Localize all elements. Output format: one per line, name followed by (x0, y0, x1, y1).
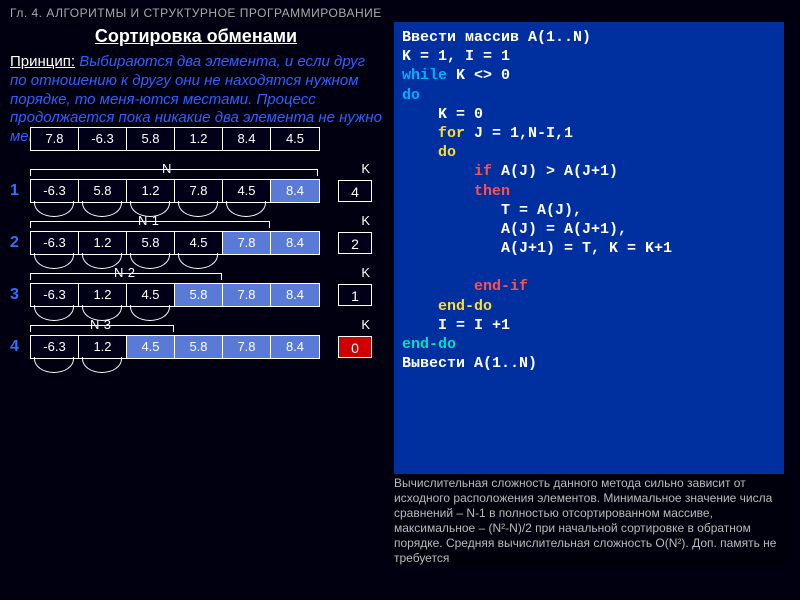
analysis-text: Вычислительная сложность данного метода … (392, 474, 792, 566)
n-label: N-2 (114, 265, 135, 280)
array-cell: 7.8 (175, 180, 223, 202)
code-line: if A(J) > A(J+1) (402, 162, 780, 181)
array-cell: 4.5 (175, 232, 223, 254)
array-cell: 8.4 (271, 336, 319, 358)
array-cell: 1.2 (79, 284, 127, 306)
right-column: Ввести массив A(1..N)K = 1, I = 1while K… (390, 24, 790, 474)
code-line: Ввести массив A(1..N) (402, 28, 780, 47)
code-line: do (402, 143, 780, 162)
pass-number: 2 (10, 234, 30, 252)
swap-arc (82, 201, 122, 217)
array-cell: 1.2 (175, 128, 223, 150)
code-line: do (402, 86, 780, 105)
array-cell: 7.8 (223, 232, 271, 254)
pass-row: 1NK-6.35.81.27.84.58.44 (10, 179, 382, 203)
code-line: then (402, 182, 780, 201)
chapter-heading: Гл. 4. АЛГОРИТМЫ И СТРУКТУРНОЕ ПРОГРАММИ… (0, 0, 800, 24)
array-cell: 8.4 (271, 180, 319, 202)
array-cell: 7.8 (31, 128, 79, 150)
array-cell: 1.2 (79, 232, 127, 254)
code-line: while K <> 0 (402, 66, 780, 85)
code-line: K = 1, I = 1 (402, 47, 780, 66)
n-label: N-3 (90, 317, 111, 332)
page-title: Сортировка обменами (10, 26, 382, 47)
array-cell: 8.4 (223, 128, 271, 150)
swap-arc (34, 357, 74, 373)
k-counter: 2 (338, 232, 372, 254)
swap-arc (130, 305, 170, 321)
swap-arc (34, 201, 74, 217)
code-line: for J = 1,N-I,1 (402, 124, 780, 143)
pass-row: 4N-3K-6.31.24.55.87.88.40 (10, 335, 382, 359)
swap-arc (226, 201, 266, 217)
k-label: K (361, 265, 370, 280)
k-label: K (361, 213, 370, 228)
code-line: T = A(J), (402, 201, 780, 220)
array-cell: -6.3 (31, 180, 79, 202)
pass-number: 4 (10, 338, 30, 356)
swap-arc (130, 253, 170, 269)
code-line: K = 0 (402, 105, 780, 124)
swap-arc (178, 201, 218, 217)
pass-number: 1 (10, 182, 30, 200)
code-line: A(J+1) = T, K = K+1 (402, 239, 780, 258)
pass-row: 2N-1K-6.31.25.84.57.88.42 (10, 231, 382, 255)
array-cell: 7.8 (223, 336, 271, 358)
k-label: K (361, 317, 370, 332)
pass-row: 3N-2K-6.31.24.55.87.88.41 (10, 283, 382, 307)
array-cell: -6.3 (31, 232, 79, 254)
array-cell: 4.5 (127, 284, 175, 306)
k-label: K (361, 161, 370, 176)
code-panel: Ввести массив A(1..N)K = 1, I = 1while K… (394, 22, 784, 474)
array-cell: -6.3 (79, 128, 127, 150)
array-cell: 1.2 (127, 180, 175, 202)
k-counter: 0 (338, 336, 372, 358)
array-cell: -6.3 (31, 336, 79, 358)
code-line: A(J) = A(J+1), (402, 220, 780, 239)
array-cell: 8.4 (271, 232, 319, 254)
array-cell: 7.8 (223, 284, 271, 306)
swap-arc (34, 253, 74, 269)
array-cell: 4.5 (223, 180, 271, 202)
n-label: N (162, 161, 171, 176)
code-line: end-if (402, 277, 780, 296)
array-cell: 5.8 (175, 284, 223, 306)
array-cell: 4.5 (271, 128, 319, 150)
swap-arc (178, 253, 218, 269)
array-cell: -6.3 (31, 284, 79, 306)
code-line: end-do (402, 297, 780, 316)
swap-arc (34, 305, 74, 321)
code-line (402, 258, 780, 277)
array-cell: 5.8 (127, 128, 175, 150)
pass-number: 3 (10, 286, 30, 304)
array-cell: 1.2 (79, 336, 127, 358)
sort-passes: 7.8-6.35.81.28.44.51NK-6.35.81.27.84.58.… (10, 127, 382, 359)
code-line: Вывести A(1..N) (402, 354, 780, 373)
array-cell: 5.8 (79, 180, 127, 202)
array-cell: 5.8 (127, 232, 175, 254)
k-counter: 4 (338, 180, 372, 202)
code-line: I = I +1 (402, 316, 780, 335)
array-cell: 4.5 (127, 336, 175, 358)
k-counter: 1 (338, 284, 372, 306)
array-cell: 5.8 (175, 336, 223, 358)
n-label: N-1 (138, 213, 159, 228)
principle-label: Принцип: (10, 53, 75, 70)
swap-arc (82, 357, 122, 373)
array-cell: 8.4 (271, 284, 319, 306)
code-line: end-do (402, 335, 780, 354)
left-column: Сортировка обменами Принцип: Выбираются … (0, 24, 390, 474)
